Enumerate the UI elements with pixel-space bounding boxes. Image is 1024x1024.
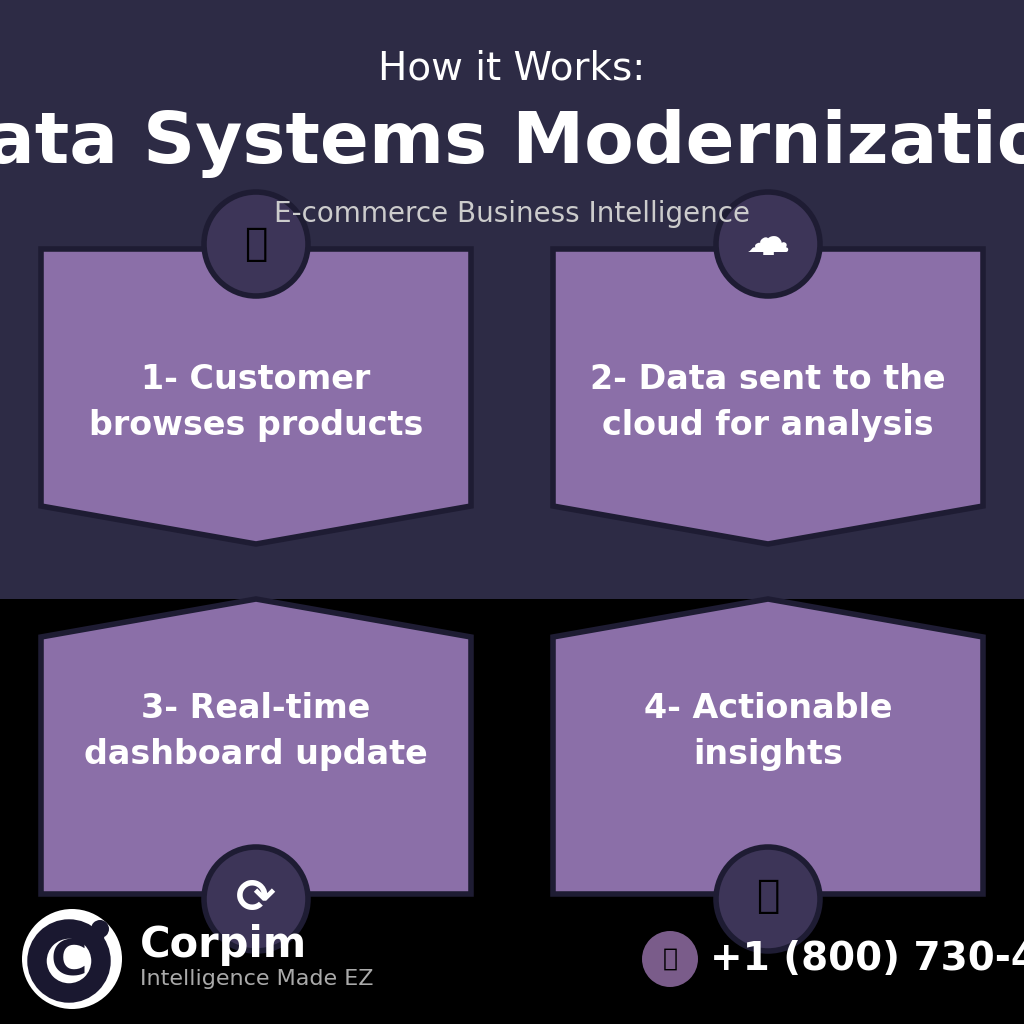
Circle shape	[22, 909, 122, 1009]
Text: ☁: ☁	[745, 217, 791, 260]
Text: Intelligence Made EZ: Intelligence Made EZ	[140, 969, 374, 989]
Text: 💡: 💡	[757, 877, 779, 915]
Circle shape	[716, 193, 820, 296]
Polygon shape	[553, 599, 983, 894]
Text: 🔍: 🔍	[245, 225, 267, 263]
Text: ⟳: ⟳	[237, 877, 275, 922]
Circle shape	[642, 931, 698, 987]
Bar	[0, 0, 1024, 599]
Polygon shape	[41, 249, 471, 544]
Text: 1- Customer
browses products: 1- Customer browses products	[89, 362, 423, 442]
Text: ▬: ▬	[762, 245, 774, 259]
Circle shape	[204, 847, 308, 951]
Text: 3- Real-time
dashboard update: 3- Real-time dashboard update	[84, 692, 428, 771]
Circle shape	[204, 193, 308, 296]
Text: C: C	[50, 937, 87, 985]
Circle shape	[91, 920, 109, 938]
Text: How it Works:: How it Works:	[379, 50, 645, 88]
Text: E-commerce Business Intelligence: E-commerce Business Intelligence	[274, 200, 750, 228]
Text: +1 (800) 730-4294: +1 (800) 730-4294	[710, 940, 1024, 978]
Text: Data Systems Modernization: Data Systems Modernization	[0, 110, 1024, 178]
Circle shape	[716, 847, 820, 951]
Polygon shape	[553, 249, 983, 544]
Text: 4- Actionable
insights: 4- Actionable insights	[644, 692, 892, 771]
Text: 📞: 📞	[663, 947, 678, 971]
Bar	[0, 599, 1024, 1024]
Polygon shape	[41, 599, 471, 894]
Text: Corpim: Corpim	[140, 924, 307, 966]
Text: 2- Data sent to the
cloud for analysis: 2- Data sent to the cloud for analysis	[590, 362, 946, 442]
